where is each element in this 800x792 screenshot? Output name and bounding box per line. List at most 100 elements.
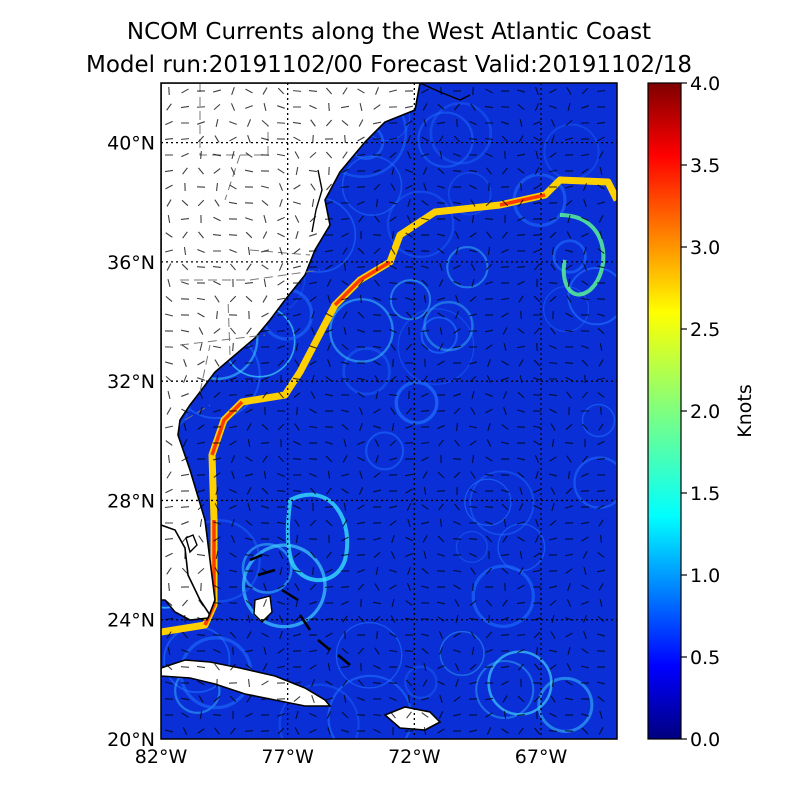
current-arrow (533, 552, 541, 558)
current-arrow (197, 121, 205, 125)
current-arrow (181, 408, 189, 414)
current-arrow (484, 218, 494, 220)
current-arrow (535, 519, 539, 527)
current-arrow (517, 168, 525, 174)
current-arrow (230, 455, 236, 463)
current-arrow (567, 646, 571, 656)
current-arrow (533, 249, 541, 253)
current-arrow (517, 695, 525, 703)
current-arrow (437, 728, 445, 734)
current-arrow (260, 362, 270, 364)
current-arrow (324, 393, 334, 397)
current-arrow (340, 105, 350, 109)
current-arrow (549, 231, 557, 239)
current-arrow (518, 295, 524, 303)
current-arrow (325, 329, 333, 333)
current-arrow (405, 343, 413, 351)
current-arrow (484, 329, 494, 333)
current-arrow (343, 502, 347, 512)
current-arrow (277, 713, 285, 717)
current-arrow (453, 407, 461, 415)
current-arrow (325, 151, 333, 159)
current-arrow (260, 329, 270, 333)
current-arrow (598, 423, 604, 431)
current-arrow (357, 329, 365, 333)
eddy-swirl (464, 478, 512, 526)
current-arrow (245, 344, 253, 350)
current-arrow (437, 185, 445, 189)
current-arrow (583, 631, 587, 639)
current-arrow (216, 310, 218, 320)
current-arrow (340, 361, 350, 365)
colorbar-ticks: 0.0 0.5 1.0 1.5 2.0 2.5 3.0 3.5 4.0 (681, 73, 720, 751)
current-arrow (165, 663, 173, 671)
current-arrow (407, 694, 411, 704)
current-arrow (597, 615, 605, 623)
current-arrow (167, 278, 171, 288)
current-arrow (182, 231, 188, 239)
current-arrow (372, 682, 382, 684)
current-arrow (231, 87, 235, 95)
current-arrow (198, 327, 204, 335)
current-arrow (517, 472, 525, 478)
current-arrow (488, 614, 490, 624)
current-arrow (166, 199, 172, 207)
current-arrow (246, 423, 252, 431)
eddy-swirl (455, 530, 488, 563)
current-arrow (501, 424, 509, 430)
current-arrow (405, 488, 413, 494)
current-arrow (437, 424, 445, 430)
current-arrow (548, 169, 558, 173)
current-arrow (356, 266, 366, 268)
current-arrow (309, 583, 317, 591)
current-arrow (485, 263, 493, 271)
current-arrow (502, 391, 508, 399)
current-arrow (453, 584, 461, 590)
current-arrow (244, 169, 254, 173)
eddy-swirl (394, 380, 439, 425)
current-arrow (228, 394, 238, 396)
current-arrow (180, 329, 190, 333)
current-arrow (164, 729, 174, 733)
current-arrow (232, 646, 234, 656)
current-arrow (293, 248, 301, 254)
current-arrow (584, 374, 586, 384)
current-arrow (276, 490, 286, 492)
current-arrow (389, 328, 397, 334)
current-arrow (278, 455, 284, 463)
colorbar-label: Knots (734, 384, 756, 437)
current-arrow (421, 153, 429, 157)
current-arrow (583, 566, 587, 576)
map-area (161, 83, 617, 739)
graticule (161, 83, 617, 739)
current-arrow (341, 280, 349, 286)
current-arrow (295, 534, 299, 544)
current-arrow (294, 215, 300, 223)
current-arrow (231, 471, 235, 479)
current-arrow (550, 327, 556, 335)
current-arrow (424, 358, 426, 368)
current-arrow (229, 121, 237, 125)
current-arrow (518, 727, 524, 735)
current-arrow (404, 442, 414, 444)
current-arrow (549, 152, 557, 158)
eddy-swirl (241, 543, 327, 629)
current-arrow (375, 198, 379, 208)
current-arrow (212, 457, 222, 461)
current-arrow (453, 103, 461, 111)
current-arrow (468, 505, 478, 509)
current-arrow (582, 183, 588, 191)
current-arrow (421, 88, 429, 94)
current-arrow (565, 505, 573, 509)
current-arrow (165, 184, 173, 190)
current-arrow (420, 410, 430, 412)
current-arrow (277, 584, 285, 590)
current-arrow (597, 633, 605, 637)
current-arrow (262, 599, 268, 607)
current-arrow (487, 246, 491, 256)
current-arrow (486, 231, 492, 239)
current-arrow (341, 424, 349, 430)
current-arrow (279, 247, 283, 255)
current-arrow (421, 136, 429, 142)
current-arrow (245, 520, 253, 526)
